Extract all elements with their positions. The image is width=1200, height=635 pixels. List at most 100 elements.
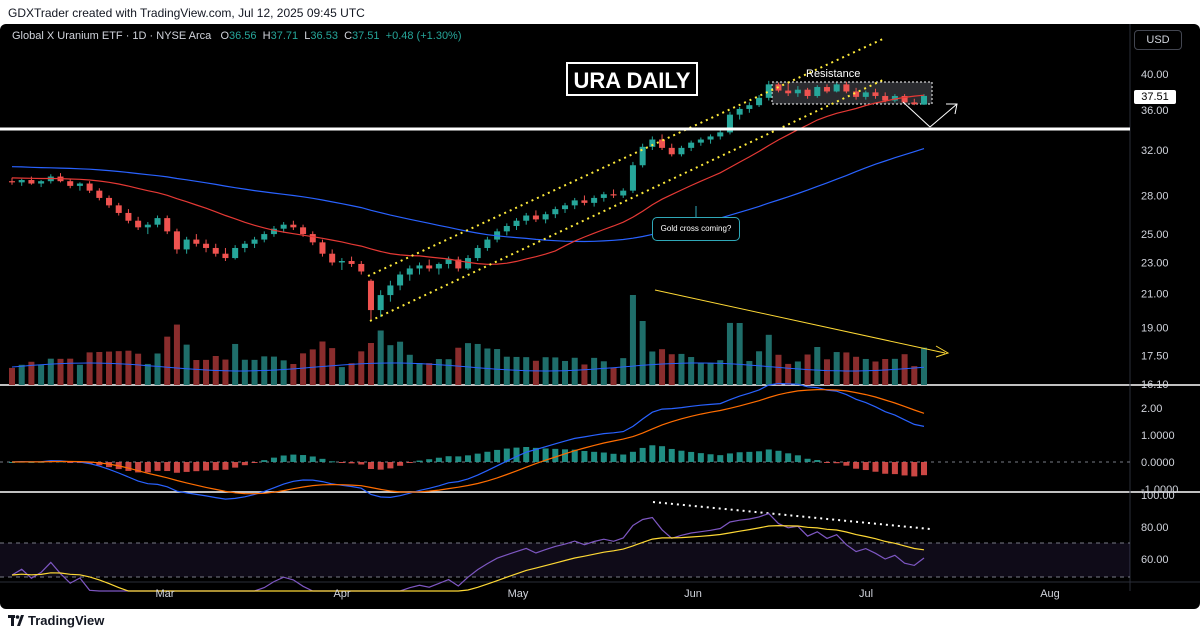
volume-bar	[300, 353, 307, 385]
rsi-axis-label: 100.00	[1141, 490, 1175, 502]
volume-bar	[144, 363, 151, 385]
macd-histogram-bar	[193, 462, 200, 472]
candle-body	[445, 259, 452, 264]
macd-histogram-bar	[135, 462, 142, 473]
time-axis-label: May	[508, 588, 529, 600]
volume-trend-line[interactable]	[654, 289, 946, 354]
currency-button[interactable]: USD	[1134, 30, 1182, 50]
volume-bar	[794, 361, 801, 385]
candle-body	[426, 265, 433, 269]
high-value: 37.71	[270, 30, 299, 42]
candle-body	[125, 212, 132, 221]
macd-axis-label: 1.0000	[1141, 430, 1175, 442]
symbol-description: Global X Uranium ETF · 1D · NYSE Arca	[12, 30, 212, 42]
candle-body	[736, 108, 743, 115]
channel-upper-line[interactable]	[367, 37, 886, 277]
volume-bar	[668, 354, 675, 385]
time-axis: Mar Apr May Jun Jul Aug	[156, 588, 1060, 600]
open-label: O	[220, 30, 230, 42]
volume-bar	[173, 324, 180, 385]
volume-bar	[532, 360, 539, 385]
candle-body	[309, 234, 316, 243]
candle-body	[474, 247, 481, 259]
candle-body	[678, 147, 685, 155]
candle-body	[853, 91, 860, 97]
macd-histogram-bar	[387, 462, 394, 469]
macd-histogram-bar	[173, 462, 180, 473]
macd-histogram-bar	[67, 462, 74, 463]
macd-histogram-bar	[659, 446, 666, 462]
macd-histogram-bar	[756, 451, 763, 462]
candle-body	[794, 89, 801, 94]
volume-bar	[474, 343, 481, 385]
macd-histogram-bar	[746, 451, 753, 462]
macd-histogram-bar	[426, 459, 433, 462]
macd-histogram-bar	[494, 449, 501, 462]
chart-frame[interactable]: 40.00 36.00 32.00 28.00 25.00 23.00 21.00 19.00…	[0, 24, 1200, 609]
volume-bar	[416, 363, 423, 385]
volume-bar	[47, 358, 54, 385]
candle-body	[756, 97, 763, 106]
macd-histogram-bar	[862, 462, 869, 471]
macd-histogram-bar	[688, 451, 695, 462]
candle-body	[726, 114, 733, 133]
gold-cross-callout[interactable]: Gold cross coming?	[652, 217, 740, 241]
rsi-divergence-line[interactable]	[652, 501, 931, 530]
macd-histogram-bar	[125, 462, 132, 471]
macd-histogram-bar	[649, 445, 656, 462]
time-axis-label: Jul	[859, 588, 873, 600]
bounce-arrow-down[interactable]	[902, 101, 931, 128]
candle-body	[911, 102, 918, 105]
macd-histogram-bar	[367, 462, 374, 469]
volume-bar	[775, 354, 782, 385]
candle-body	[67, 181, 74, 186]
macd-histogram-bar	[154, 462, 161, 471]
candle-body	[416, 265, 423, 269]
macd-histogram-bar	[542, 448, 549, 462]
candles	[8, 80, 928, 321]
macd-histogram-bar	[416, 460, 423, 462]
volume-bar	[678, 353, 685, 385]
candle-body	[523, 215, 530, 221]
macd-histogram	[8, 445, 928, 477]
volume-bar	[76, 364, 83, 385]
volume-bar	[125, 350, 132, 385]
volume-bar	[203, 359, 210, 385]
chart-title-annotation[interactable]: URA DAILY	[566, 62, 698, 96]
macd-histogram-bar	[377, 462, 384, 470]
channel-lower-line[interactable]	[369, 78, 886, 322]
macd-histogram-bar	[891, 462, 898, 475]
volume-bar	[833, 352, 840, 385]
candle-body	[600, 194, 607, 198]
candle-body	[891, 95, 898, 101]
macd-histogram-bar	[620, 454, 627, 462]
candle-body	[76, 183, 83, 186]
price-axis-label: 36.00	[1141, 105, 1169, 117]
macd-histogram-bar	[8, 462, 16, 463]
chart-canvas[interactable]: 40.00 36.00 32.00 28.00 25.00 23.00 21.00 19.00…	[0, 24, 1200, 609]
candle-body	[251, 239, 258, 244]
volume-bar	[348, 363, 355, 385]
candle-body	[717, 132, 724, 137]
candle-body	[455, 259, 462, 269]
macd-histogram-bar	[678, 450, 685, 462]
volume-bar	[319, 341, 326, 385]
bounce-arrow-up[interactable]	[929, 103, 958, 128]
volume-bar	[270, 356, 277, 385]
candle-body	[173, 231, 180, 250]
volume-bar	[717, 360, 724, 385]
macd-histogram-bar	[920, 462, 928, 476]
candle-body	[115, 205, 122, 213]
candle-body	[338, 260, 345, 263]
volume-bar	[445, 359, 452, 385]
candle-body	[106, 197, 113, 206]
volume-bar	[746, 361, 753, 385]
candle-body	[290, 224, 297, 228]
macd-histogram-bar	[455, 456, 462, 462]
macd-histogram-bar	[726, 453, 733, 462]
volume-bar	[649, 351, 656, 385]
macd-histogram-bar	[853, 462, 860, 469]
macd-histogram-bar	[358, 462, 365, 465]
macd-histogram-bar	[474, 453, 481, 462]
macd-histogram-bar	[600, 452, 607, 462]
